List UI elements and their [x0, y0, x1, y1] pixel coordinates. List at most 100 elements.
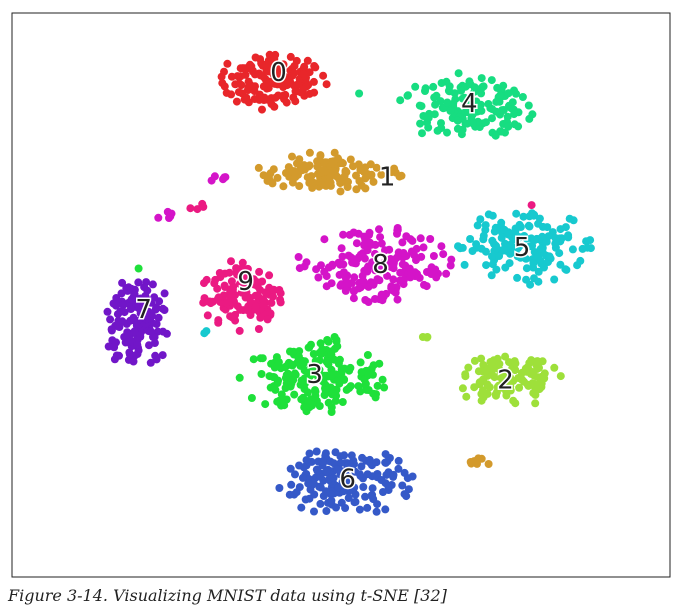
digit-6-point [373, 500, 382, 509]
digit-9-point [266, 309, 275, 318]
digit-1-point [346, 155, 355, 164]
digit-6-point [327, 496, 336, 505]
cluster-label-9: 9 [237, 267, 254, 297]
digit-4-point [488, 114, 496, 123]
digit-0-point [262, 78, 271, 87]
digit-8-point [375, 276, 384, 285]
digit-8-point [341, 286, 350, 295]
digit-7-point [150, 339, 159, 347]
digit-1-point [313, 157, 322, 166]
digit-3-point [315, 402, 324, 410]
digit-2-point [527, 356, 536, 365]
digit-1-point [317, 180, 326, 189]
digit-3-point [256, 354, 265, 363]
digit-0-point [241, 70, 250, 79]
stray-point [423, 333, 432, 341]
digit-6-point [389, 470, 398, 479]
digit-1-point [284, 163, 293, 172]
digit-6-point [312, 447, 321, 456]
digit-0-point [227, 72, 236, 81]
digit-7-point [152, 303, 161, 312]
digit-4-point [416, 119, 425, 128]
digit-8-point [396, 268, 405, 277]
digit-3-point [364, 371, 373, 380]
digit-5-point [477, 244, 486, 253]
digit-9-point [226, 293, 235, 302]
digit-9-point [236, 305, 245, 314]
digit-8-point [295, 264, 304, 273]
digit-9-point [199, 298, 208, 307]
digit-7-point [140, 312, 149, 321]
digit-4-point [451, 95, 460, 104]
digit-2-point [458, 384, 467, 393]
digit-8-point [391, 255, 400, 264]
digit-3-point [261, 400, 270, 409]
digit-0-point [251, 82, 259, 91]
digit-4-point [396, 96, 405, 105]
digit-5-point [511, 224, 520, 233]
digit-0-point [281, 90, 290, 99]
digit-3-point [269, 382, 278, 391]
digit-0-point [261, 60, 270, 69]
digit-7-point [130, 291, 139, 300]
digit-4-point [468, 119, 477, 128]
digit-7-point [126, 305, 135, 313]
digit-0-point [217, 72, 226, 81]
digit-4-point [469, 109, 478, 118]
digit-8-point [376, 233, 385, 242]
digit-7-point [154, 313, 163, 322]
digit-9-point [203, 311, 212, 320]
digit-6-point [355, 505, 364, 514]
digit-4-point [493, 83, 502, 92]
digit-6-point [381, 450, 390, 459]
digit-2-point [510, 357, 519, 366]
digit-9-point [269, 285, 278, 294]
digit-8-point [322, 282, 331, 291]
digit-7-point [146, 358, 155, 367]
digit-7-point [129, 357, 138, 366]
digit-0-point [223, 59, 232, 68]
digit-9-point [265, 271, 274, 280]
digit-5-point [466, 235, 475, 243]
digit-0-point [218, 79, 227, 88]
digit-3-point [288, 361, 297, 370]
digit-4-point [477, 89, 486, 98]
stray-point [316, 339, 325, 348]
digit-6-point [302, 456, 311, 465]
digit-7-point [112, 338, 120, 347]
digit-4-point [479, 82, 488, 91]
digit-6-point [313, 466, 322, 475]
digit-5-point [550, 275, 559, 284]
digit-8-point [363, 264, 372, 273]
digit-5-point [460, 260, 469, 269]
digit-1-point [305, 148, 314, 157]
digit-4-point [491, 131, 500, 140]
digit-2-point [533, 373, 542, 382]
digit-9-point [259, 295, 268, 304]
digit-8-point [408, 236, 417, 245]
digit-5-point [538, 222, 547, 231]
digit-3-point [324, 360, 333, 369]
digit-0-point [273, 73, 282, 82]
digit-5-point [513, 252, 522, 261]
cluster-label-8: 8 [372, 250, 389, 280]
digit-3-point [300, 357, 309, 366]
digit-2-point [497, 383, 506, 392]
digit-1-point [372, 163, 381, 172]
digit-0-point [289, 93, 298, 102]
digit-4-point [475, 105, 484, 114]
digit-4-point [487, 76, 496, 85]
digit-5-point [583, 243, 592, 252]
digit-7-point [136, 294, 145, 303]
digit-5-point [512, 209, 521, 218]
digit-0-point [258, 105, 266, 114]
digit-6-point [332, 503, 340, 512]
digit-4-point [496, 91, 505, 100]
digit-7-point [116, 307, 125, 316]
digit-3-point [324, 398, 333, 407]
digit-8-point [399, 249, 408, 257]
digit-8-point [339, 260, 348, 269]
digit-8-point [447, 255, 456, 264]
digit-8-point [426, 235, 435, 243]
digit-3-point [273, 397, 282, 406]
